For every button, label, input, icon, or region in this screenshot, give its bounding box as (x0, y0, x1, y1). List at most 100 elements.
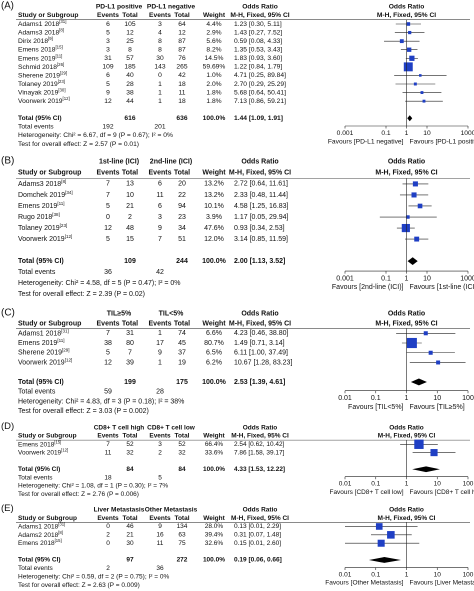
total: 175 (176, 379, 188, 386)
study: Adams2 2018 (18, 532, 59, 539)
overall-effect: Test for overall effect: Z = 3.03 (P = 0… (18, 408, 149, 415)
column-header: M-H, Fixed, 95% CI (230, 12, 289, 19)
total: 21 (126, 203, 134, 210)
study: Vinayak 2019 (18, 89, 59, 96)
total-odds-ratio-label: 2.53 [1.39, 4.61] (234, 379, 285, 386)
x-tick-label: 1 (405, 395, 409, 402)
total: 97 (126, 557, 134, 564)
column-header: Events (149, 515, 171, 522)
effect-square (401, 223, 410, 233)
total: 44 (126, 98, 134, 105)
odds-ratio-label: 0.59 [0.08, 4.33] (234, 38, 282, 45)
reference: [12] (63, 96, 70, 101)
weight: 80.7% (204, 340, 224, 347)
study-name: Adams3 2018[8] (18, 28, 64, 37)
study: Adams3 2018 (18, 29, 59, 36)
column-header: Study or Subgroup (18, 320, 81, 327)
favours-label: Favours [PD-L1 positive] (410, 138, 474, 145)
x-tick-label: 1000 (460, 275, 474, 282)
total: 51 (178, 236, 186, 243)
events: 5 (106, 350, 110, 357)
group-header: Liver Metastasis (94, 506, 145, 513)
odds-ratio-label: 0.15 [0.01, 2.60] (234, 540, 281, 547)
weight: 13.2% (204, 192, 224, 199)
total: 265 (176, 64, 187, 71)
study-name: Adams1 2018[31] (18, 522, 65, 531)
reference: [29] (62, 348, 70, 353)
weight: 14.5% (205, 55, 224, 62)
odds-ratio-label: 1.23 [0.30, 5.11] (234, 21, 282, 28)
total-weight: 100.0% (203, 557, 225, 564)
reference: [15] (55, 45, 62, 50)
x-tick-label: 1 (405, 130, 409, 137)
x-tick-label: 0.001 (337, 130, 354, 137)
total: 19 (178, 359, 186, 366)
reference: [12] (65, 358, 73, 363)
study-name: Tolaney 2019[23] (18, 223, 67, 232)
events: 6 (106, 21, 110, 28)
x-tick-label: 0.1 (371, 480, 380, 487)
column-header: Events (97, 515, 119, 522)
effect-header: Odds Ratio (389, 506, 424, 513)
odds-ratio-label: 10.67 [1.28, 83.23] (234, 359, 292, 366)
total: 18 (178, 81, 186, 88)
events: 11 (105, 449, 112, 456)
column-header: Events (97, 170, 120, 177)
x-tick-label: 10 (434, 480, 442, 487)
total: 199 (124, 379, 136, 386)
events: 5 (106, 236, 110, 243)
reference: [11] (55, 53, 62, 58)
weight: 32.6% (205, 540, 224, 547)
column-header: Events (149, 433, 171, 440)
study-name: Adams3 2018[8] (18, 179, 66, 188)
study: Adams1 2018 (18, 523, 59, 530)
x-tick-label: 10 (423, 130, 431, 137)
total-diamond (412, 466, 440, 473)
overall-effect: Test for overall effect: Z = 2.76 (P = 0… (18, 491, 139, 498)
study: Tolaney 2019 (18, 81, 58, 88)
study-name: Adams1 2018[31] (18, 19, 66, 28)
effect-square (411, 192, 417, 198)
events: 8 (158, 38, 162, 45)
group-header: CD8+ T cell low (147, 424, 196, 431)
events: 6 (158, 203, 162, 210)
x-tick-label: 100 (463, 571, 474, 578)
x-tick-label: 0.1 (381, 130, 391, 137)
events: 143 (154, 64, 165, 71)
odds-ratio-label: 2.33 [0.48, 11.44] (234, 192, 288, 199)
total: 8 (128, 46, 132, 53)
total: 11 (179, 89, 186, 96)
total-events: 42 (156, 269, 164, 276)
odds-ratio-label: 1.49 [0.71, 3.14] (234, 340, 285, 347)
total: 80 (126, 340, 134, 347)
x-tick-label: 100 (462, 395, 474, 402)
total: 2 (128, 214, 132, 221)
group-header: CD8+ T cell high (94, 424, 145, 431)
x-tick-label: 0.1 (371, 571, 380, 578)
events: 38 (104, 340, 112, 347)
total: 28 (126, 81, 134, 88)
study: Emens 2019 (18, 55, 56, 62)
x-tick-label: 10 (434, 571, 442, 578)
weight: 47.6% (204, 225, 224, 232)
total: 25 (126, 38, 134, 45)
study: Adams3 2018 (18, 181, 61, 188)
study: Sherene 2019 (18, 350, 62, 357)
weight: 5.6% (206, 38, 221, 45)
effect-square (423, 331, 428, 336)
total: 76 (178, 55, 186, 62)
column-header: Total (174, 170, 190, 177)
total: 52 (126, 441, 134, 448)
column-header: Study or Subgroup (18, 515, 77, 522)
total-odds-ratio-label: 0.19 [0.06, 0.66] (234, 557, 282, 564)
odds-ratio-label: 0.93 [0.34, 2.53] (234, 225, 285, 232)
weight: 59.69% (203, 64, 226, 71)
events: 3 (158, 214, 162, 221)
column-header: Total (175, 433, 190, 440)
odds-ratio-label: 6.11 [1.00, 37.49] (234, 350, 288, 357)
reference: [23] (60, 223, 68, 228)
events: 5 (106, 203, 110, 210)
favours-label: Favours [CD8+ T cell low] (330, 489, 404, 496)
weight: 13.2% (204, 181, 224, 188)
favours-label: Favours [TIL<5%] (348, 404, 403, 411)
